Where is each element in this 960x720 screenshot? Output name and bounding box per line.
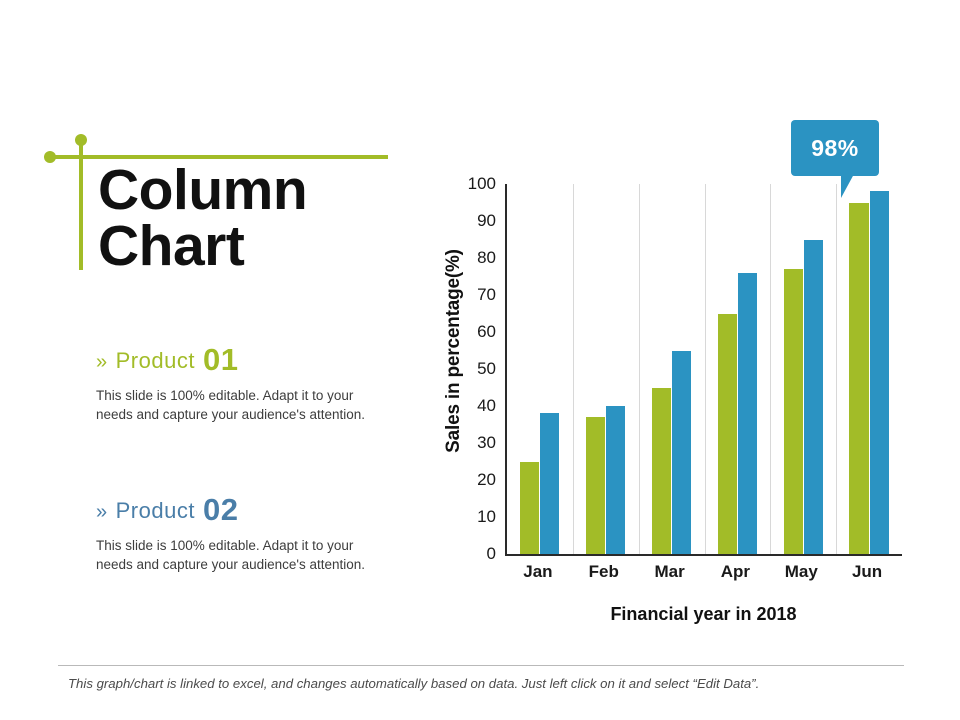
gridline	[704, 184, 706, 554]
bar-jun-series2[interactable]	[869, 191, 889, 554]
bar-group	[507, 184, 573, 554]
bar-jan-series2[interactable]	[540, 413, 560, 554]
decor-vertical-line	[79, 139, 83, 270]
product-01-body: This slide is 100% editable. Adapt it to…	[96, 388, 366, 423]
bar-mar-series1[interactable]	[651, 387, 672, 554]
product-02-number: 02	[202, 492, 239, 527]
product-02-name: Product	[115, 498, 195, 523]
decor-dot-top-icon	[75, 134, 87, 146]
x-axis-tick: May	[784, 562, 818, 581]
y-axis-tick: 70	[477, 285, 496, 304]
page-title: Column Chart	[98, 158, 308, 278]
product-01-name: Product	[115, 348, 195, 373]
gridline	[638, 184, 640, 554]
bar-may-series1[interactable]	[783, 269, 803, 554]
callout-tail-icon	[841, 174, 854, 198]
product-01-number: 01	[202, 342, 239, 377]
bar-jan-series1[interactable]	[520, 461, 540, 554]
callout-box	[791, 120, 879, 176]
product-block-02: » Product 02 This slide is 100% editable. …	[96, 492, 386, 574]
column-chart[interactable]: Sales in percentage(%) 0 10 20 30 40 50 60 70 80…	[420, 110, 940, 640]
x-axis-tick: Jan	[523, 562, 553, 581]
plot-area	[505, 184, 902, 556]
product-02-heading: » Product 02	[96, 492, 386, 528]
product-01-heading: » Product 01	[96, 342, 386, 378]
y-axis-tick: 40	[477, 396, 496, 415]
bar-group	[705, 184, 771, 554]
bar-apr-series1[interactable]	[717, 313, 737, 554]
decor-dot-left-icon	[44, 151, 56, 163]
y-axis-tick: 50	[477, 359, 496, 378]
bar-jun-series1[interactable]	[849, 202, 869, 554]
bar-group	[573, 184, 639, 554]
y-axis-tick: 100	[467, 174, 496, 193]
y-axis-tick: 20	[477, 470, 496, 489]
x-axis-tick: Jun	[851, 562, 883, 581]
y-axis-tick: 60	[477, 322, 496, 341]
chevron-double-right-icon: »	[96, 501, 108, 523]
callout-bubble[interactable]: 98%	[791, 120, 879, 198]
y-axis-tick: 0	[486, 544, 496, 563]
x-axis-tick: Apr	[720, 562, 751, 581]
callout-label: 98%	[811, 134, 859, 161]
gridline	[572, 184, 574, 554]
product-02-body: This slide is 100% editable. Adapt it to…	[96, 538, 366, 573]
bar-mar-series2[interactable]	[672, 350, 692, 554]
y-axis-tick: 90	[477, 211, 496, 230]
gridline	[836, 184, 838, 554]
x-axis-tick: Mar	[654, 562, 685, 581]
bar-may-series2[interactable]	[803, 239, 823, 554]
bar-apr-series2[interactable]	[737, 272, 757, 554]
x-axis-tick-labels: Jan Feb Mar Apr May Jun	[505, 562, 902, 588]
bar-feb-series1[interactable]	[586, 417, 606, 554]
y-axis-tick: 80	[477, 248, 496, 267]
bar-group	[770, 184, 836, 554]
x-axis-tick: Feb	[588, 562, 619, 581]
footer-divider	[58, 665, 904, 666]
chevron-double-right-icon: »	[96, 351, 108, 373]
y-axis-tick: 30	[477, 433, 496, 452]
bar-feb-series2[interactable]	[606, 406, 626, 554]
x-axis-title: Financial year in 2018	[610, 604, 797, 624]
decor-horizontal-line	[50, 155, 388, 159]
gridline	[770, 184, 772, 554]
product-block-01: » Product 01 This slide is 100% editable. …	[96, 342, 386, 424]
bar-group	[639, 184, 705, 554]
bar-group	[836, 184, 902, 554]
footer-note: This graph/chart is linked to excel, and…	[68, 676, 760, 691]
y-axis-tick: 10	[477, 507, 496, 526]
y-axis-tick-labels: 0 10 20 30 40 50 60 70 80 90 100	[450, 174, 496, 563]
